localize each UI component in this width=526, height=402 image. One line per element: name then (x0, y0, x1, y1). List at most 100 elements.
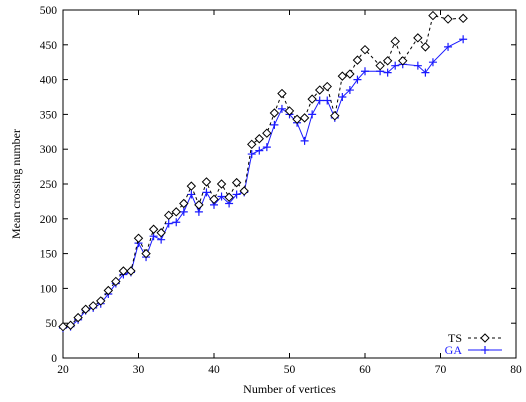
legend-marker-ts (480, 333, 490, 343)
ga-point (421, 68, 430, 77)
x-axis: 20 30 40 50 60 70 80 (57, 10, 522, 376)
legend-item-ga: GA (445, 343, 502, 357)
x-tick-label: 20 (57, 364, 69, 376)
ts-point (413, 33, 423, 43)
ts-point (375, 60, 385, 71)
ts-point (194, 200, 204, 210)
ga-point (308, 110, 317, 119)
ts-point (73, 312, 83, 323)
ts-point (126, 266, 136, 276)
ga-line (62, 38, 464, 329)
legend-label-ga: GA (445, 343, 463, 357)
y-tick-label: 50 (46, 318, 58, 330)
ga-point (172, 218, 181, 227)
ts-point (171, 207, 181, 217)
ts-point (360, 44, 370, 55)
ga-point (247, 150, 256, 159)
y-axis: 0 50 100 150 200 250 300 350 400 450 500 (40, 5, 516, 365)
x-tick-label: 60 (359, 364, 371, 376)
ga-point (300, 136, 309, 145)
ts-point (307, 94, 317, 104)
x-tick-label: 30 (133, 364, 145, 376)
ga-point (338, 93, 347, 101)
y-tick-label: 0 (51, 353, 57, 365)
x-tick-label: 50 (284, 364, 296, 376)
ts-point (88, 301, 98, 311)
y-tick-label: 450 (40, 40, 58, 52)
ga-point (413, 61, 422, 70)
ts-point (179, 198, 189, 209)
ts-point (314, 85, 325, 95)
ts-point (148, 224, 159, 234)
ts-point (322, 81, 332, 92)
ts-point (216, 179, 227, 189)
y-tick-label: 100 (40, 283, 58, 295)
ts-point (443, 14, 453, 24)
ts-point (345, 69, 355, 79)
ga-point (202, 188, 211, 197)
ga-point (315, 96, 324, 105)
ts-point (262, 128, 272, 138)
ga-point (217, 192, 226, 201)
ts-point (420, 42, 431, 52)
ts-point (103, 285, 114, 296)
ts-point (65, 320, 76, 330)
y-tick-label: 150 (40, 249, 58, 261)
ts-point (58, 321, 68, 332)
y-tick-label: 500 (40, 5, 58, 17)
ts-point (428, 10, 438, 21)
ts-point (337, 71, 348, 81)
ts-point (390, 36, 400, 47)
ga-point (459, 35, 468, 44)
ts-point (352, 55, 363, 65)
ts-point (224, 192, 234, 202)
ts-point (269, 108, 280, 118)
ts-point (382, 56, 393, 66)
ts-point (284, 106, 295, 116)
ga-point (353, 75, 362, 84)
ts-point (254, 134, 265, 144)
y-tick-label: 200 (40, 214, 58, 226)
ga-point (383, 68, 392, 77)
ts-point (80, 304, 91, 314)
ts-point (330, 111, 340, 121)
ga-point (179, 207, 188, 216)
ts-point (398, 56, 408, 66)
ts-point (111, 276, 121, 287)
plot-frame (62, 9, 517, 359)
y-axis-title: Mean crossing number (9, 129, 23, 239)
ts-point (209, 194, 219, 205)
ts-point (163, 210, 174, 221)
ga-point (391, 61, 400, 70)
ts-point (299, 113, 310, 123)
y-tick-label: 350 (40, 109, 58, 121)
x-tick-label: 70 (435, 364, 447, 376)
ts-point (186, 181, 197, 191)
ts-point (156, 228, 166, 238)
ts-point (141, 248, 151, 259)
legend-item-ts: TS (448, 331, 502, 345)
ts-point (96, 296, 106, 306)
ga-point (164, 219, 173, 228)
ts-series (58, 10, 468, 332)
x-tick-label: 40 (208, 364, 220, 376)
ts-point (118, 266, 129, 276)
ts-point (133, 233, 144, 243)
y-tick-label: 300 (40, 144, 58, 156)
x-axis-title: Number of vertices (243, 382, 336, 396)
ts-point (231, 177, 242, 188)
ga-point (345, 86, 354, 95)
ga-point (262, 143, 271, 152)
ts-point (292, 114, 302, 124)
ga-series (59, 35, 468, 333)
ts-point (239, 186, 249, 196)
ts-point (247, 139, 257, 150)
ts-point (458, 13, 468, 24)
legend-marker-ga (481, 346, 489, 354)
ga-point (323, 96, 332, 105)
ga-point (428, 58, 437, 67)
x-tick-label: 80 (510, 364, 522, 376)
ga-point (277, 104, 286, 113)
